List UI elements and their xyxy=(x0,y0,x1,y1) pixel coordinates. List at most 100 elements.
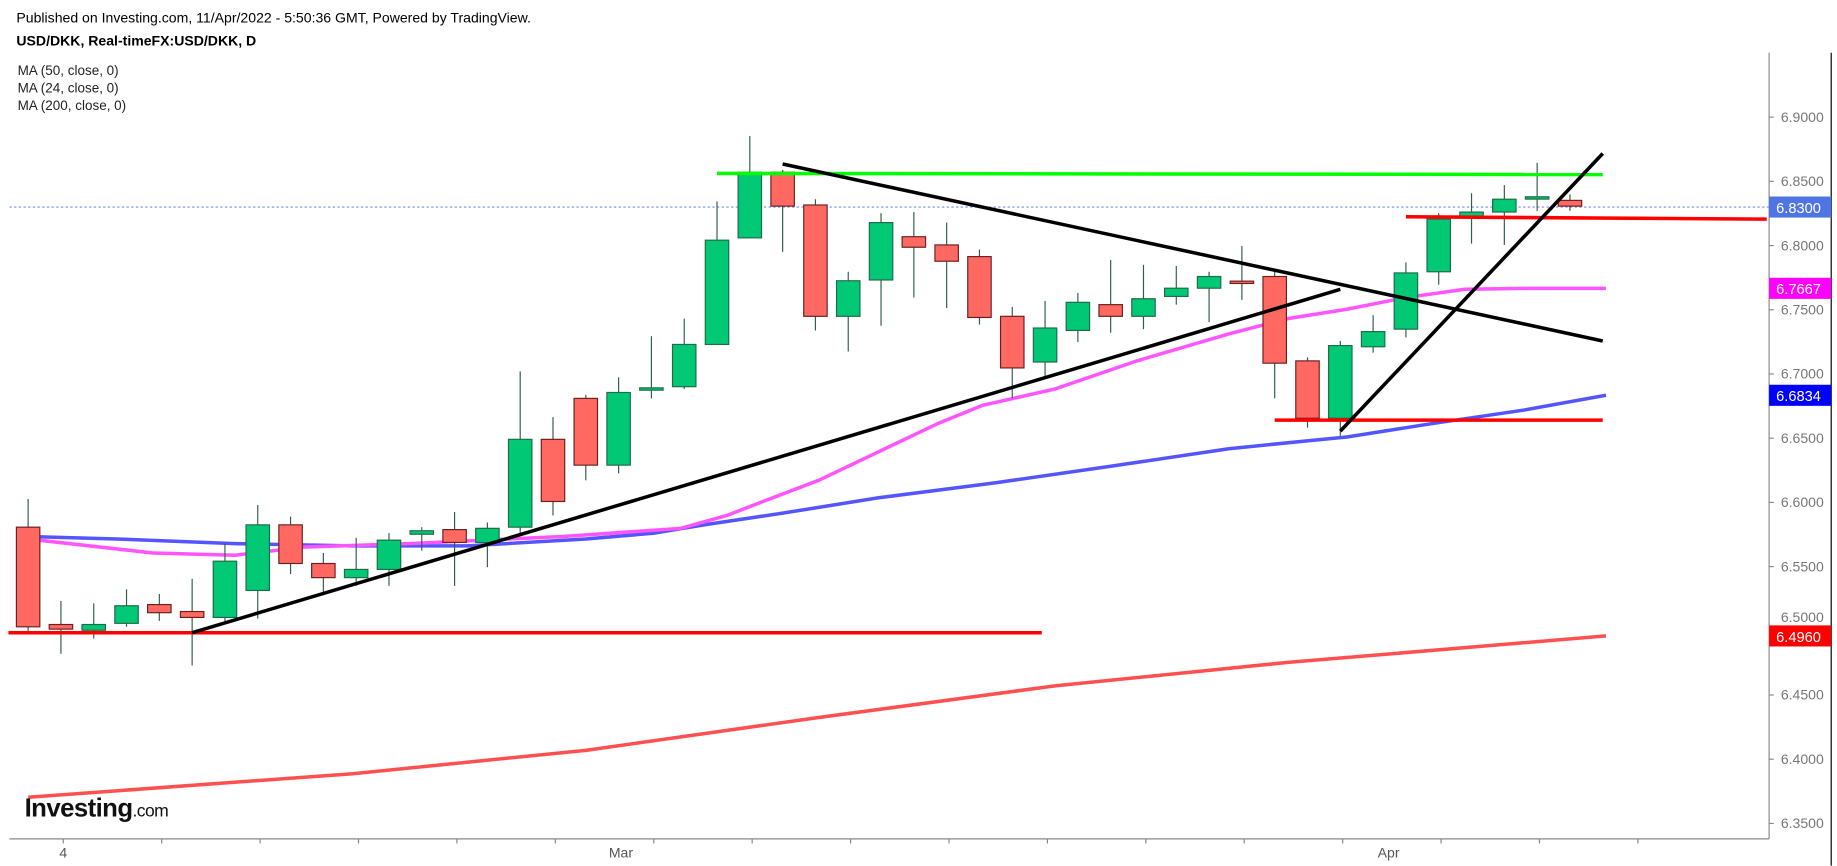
y-tick-label: 6.4000 xyxy=(1781,751,1824,767)
badge-background xyxy=(1769,625,1832,647)
candle-body-up xyxy=(81,623,107,631)
candle xyxy=(1328,340,1353,436)
badge-value: 6.4960 xyxy=(1776,630,1821,646)
candle-body-up xyxy=(835,280,861,317)
candle-body-down xyxy=(48,623,74,630)
candle-body-up xyxy=(639,387,664,391)
candle xyxy=(1196,271,1222,323)
candle-body-up xyxy=(1065,301,1091,332)
candle xyxy=(1426,213,1452,285)
ma50-line xyxy=(28,393,1607,548)
y-tick-label: 6.9000 xyxy=(1781,109,1824,125)
candle-body-up xyxy=(212,560,238,619)
candle xyxy=(1262,269,1288,399)
candle-body-down xyxy=(311,562,336,579)
y-tick-label: 6.5500 xyxy=(1781,558,1824,574)
badge-value: 6.6834 xyxy=(1776,389,1821,405)
candle-body-up xyxy=(475,527,500,544)
candle-body-up xyxy=(1196,275,1222,289)
candle-body-up xyxy=(343,568,369,579)
candle-body-down xyxy=(1557,199,1583,207)
candle-body-down xyxy=(770,171,795,207)
candle xyxy=(639,336,664,399)
badge-value: 6.8300 xyxy=(1776,201,1821,217)
logo-suffix: .com xyxy=(132,801,169,822)
candle xyxy=(507,371,533,534)
candle-body-down xyxy=(179,610,205,619)
ma200-line xyxy=(27,634,1607,799)
rising-trendline xyxy=(191,287,1341,635)
logo-main: Investing xyxy=(24,793,133,823)
candle xyxy=(704,201,730,346)
candle xyxy=(212,543,238,624)
ma50-badge: 6.6834 xyxy=(1769,384,1832,406)
candle-body-down xyxy=(1098,304,1123,317)
candle-body-down xyxy=(147,604,172,614)
candle xyxy=(1163,265,1189,305)
candle xyxy=(540,417,566,516)
candle-body-up xyxy=(671,343,697,388)
badge-background xyxy=(1769,384,1832,406)
candle-body-up xyxy=(704,239,730,346)
last-price-badge: 6.8300 xyxy=(1769,196,1832,218)
y-tick-label: 6.7000 xyxy=(1781,366,1824,382)
candle xyxy=(1492,185,1517,245)
y-tick-label: 6.8500 xyxy=(1781,173,1824,189)
candle-body-down xyxy=(15,526,41,628)
x-tick-label: Mar xyxy=(609,845,634,861)
y-tick-label: 6.4500 xyxy=(1781,687,1824,703)
candle xyxy=(1524,162,1550,211)
y-tick-label: 6.5000 xyxy=(1781,609,1824,625)
published-note: Published on Investing.com, 11/Apr/2022 … xyxy=(16,9,531,26)
candle xyxy=(311,552,336,596)
candle-body-up xyxy=(1163,287,1189,298)
badge-background xyxy=(1769,277,1832,299)
chart-title: USD/DKK, Real-timeFX:USD/DKK, D xyxy=(16,32,257,50)
candle-body-up xyxy=(1131,298,1156,317)
candle xyxy=(868,213,894,326)
y-tick-label: 6.6000 xyxy=(1781,494,1824,510)
candle xyxy=(1131,264,1156,330)
legend-ma24[interactable]: MA (24, close, 0) xyxy=(17,82,119,97)
candle-body-down xyxy=(1295,360,1320,419)
candle-body-up xyxy=(409,530,435,535)
candle-body-up xyxy=(606,391,631,466)
x-tick-label: 4 xyxy=(59,845,67,861)
x-tick-label: Apr xyxy=(1378,845,1400,861)
candle xyxy=(934,222,959,309)
resistance-line-green xyxy=(717,171,1603,177)
candle xyxy=(999,306,1025,399)
candle xyxy=(671,318,697,389)
candle xyxy=(376,533,402,586)
candle xyxy=(278,516,303,575)
candle xyxy=(803,199,828,331)
candle-body-down xyxy=(540,438,566,503)
legend-ma50[interactable]: MA (50, close, 0) xyxy=(17,64,119,79)
y-tick-label: 6.6500 xyxy=(1781,430,1824,446)
candle-body-up xyxy=(376,539,402,570)
candle-body-up xyxy=(868,221,894,281)
candle-body-down xyxy=(1262,275,1288,364)
badge-value: 6.7667 xyxy=(1776,282,1821,298)
y-tick-label: 6.8000 xyxy=(1781,237,1824,253)
candle xyxy=(409,527,435,551)
candle xyxy=(1557,194,1583,211)
y-tick-label: 6.7500 xyxy=(1781,301,1824,317)
candle-body-up xyxy=(737,171,763,239)
candle xyxy=(770,169,795,252)
candle xyxy=(901,212,927,298)
candle-body-down xyxy=(999,315,1025,369)
candle xyxy=(606,377,631,474)
badge-background xyxy=(1769,196,1832,218)
candle xyxy=(835,271,861,352)
legend-ma200[interactable]: MA (200, close, 0) xyxy=(17,99,127,114)
y-tick-label: 6.3500 xyxy=(1781,815,1824,831)
candle-body-down xyxy=(573,397,599,466)
candle xyxy=(1098,260,1123,333)
investing-logo: Investing.com xyxy=(25,793,169,823)
candle xyxy=(48,600,74,654)
candle-body-up xyxy=(1492,198,1517,213)
candle xyxy=(1032,301,1058,378)
candle xyxy=(343,537,369,586)
